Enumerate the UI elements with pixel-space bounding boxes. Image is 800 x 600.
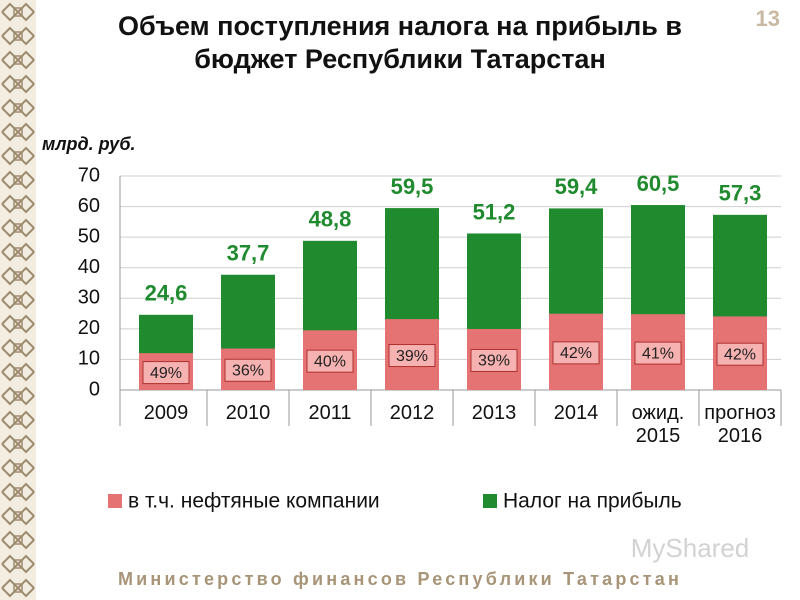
y-tick-label: 10 bbox=[78, 348, 100, 370]
share-label: 41% bbox=[642, 345, 674, 362]
y-tick-label: 50 bbox=[78, 225, 100, 247]
chart-title: Объем поступления налога на прибыль в бюд… bbox=[118, 11, 682, 74]
legend-label: в т.ч. нефтяные компании bbox=[128, 490, 380, 513]
legend-label: Налог на прибыль bbox=[503, 490, 682, 513]
share-label: 36% bbox=[232, 362, 264, 379]
legend-swatch bbox=[483, 494, 497, 508]
x-tick-label: 2014 bbox=[553, 402, 599, 424]
ornament-border bbox=[0, 0, 36, 600]
value-label: 59,5 bbox=[391, 174, 434, 199]
x-tick-label: 2012 bbox=[389, 402, 435, 424]
share-label-box bbox=[634, 341, 682, 365]
share-label-box bbox=[716, 342, 764, 366]
value-label: 59,4 bbox=[555, 174, 599, 199]
slide-number: 13 bbox=[756, 6, 780, 31]
x-tick-label: 2013 bbox=[471, 402, 517, 424]
value-label: 48,8 bbox=[309, 207, 352, 232]
value-label: 51,2 bbox=[473, 199, 516, 224]
share-label: 39% bbox=[396, 348, 428, 365]
x-tick-label: 2011 bbox=[308, 402, 352, 424]
y-axis-label: млрд. руб. bbox=[42, 134, 136, 154]
y-tick-label: 30 bbox=[78, 287, 100, 309]
x-tick-label: 2010 bbox=[225, 402, 271, 424]
share-label-box bbox=[388, 344, 436, 368]
watermark: MyShared bbox=[631, 533, 750, 563]
x-tick-label: ожид. 2015 bbox=[631, 402, 685, 447]
share-label-box bbox=[306, 349, 354, 373]
x-tick-label: прогноз 2016 bbox=[704, 402, 776, 447]
share-label-box bbox=[142, 361, 190, 385]
share-label: 42% bbox=[724, 346, 756, 363]
x-tick-label: 2009 bbox=[143, 402, 189, 424]
value-label: 60,5 bbox=[637, 171, 680, 196]
share-label-box bbox=[224, 358, 272, 382]
y-tick-label: 0 bbox=[89, 378, 100, 400]
share-label-box bbox=[470, 348, 518, 372]
share-label-box bbox=[552, 341, 600, 365]
legend-swatch bbox=[108, 494, 122, 508]
y-tick-label: 60 bbox=[78, 195, 100, 217]
y-tick-label: 20 bbox=[78, 317, 100, 339]
share-label: 49% bbox=[150, 365, 182, 382]
share-label: 40% bbox=[314, 353, 346, 370]
footer: Министерство финансов Республики Татарст… bbox=[118, 569, 682, 589]
y-tick-label: 40 bbox=[78, 256, 100, 278]
y-tick-label: 70 bbox=[78, 164, 100, 186]
share-label: 39% bbox=[478, 353, 510, 370]
value-label: 24,6 bbox=[145, 281, 188, 306]
share-label: 42% bbox=[560, 345, 592, 362]
value-label: 37,7 bbox=[227, 241, 270, 266]
value-label: 57,3 bbox=[719, 181, 762, 206]
